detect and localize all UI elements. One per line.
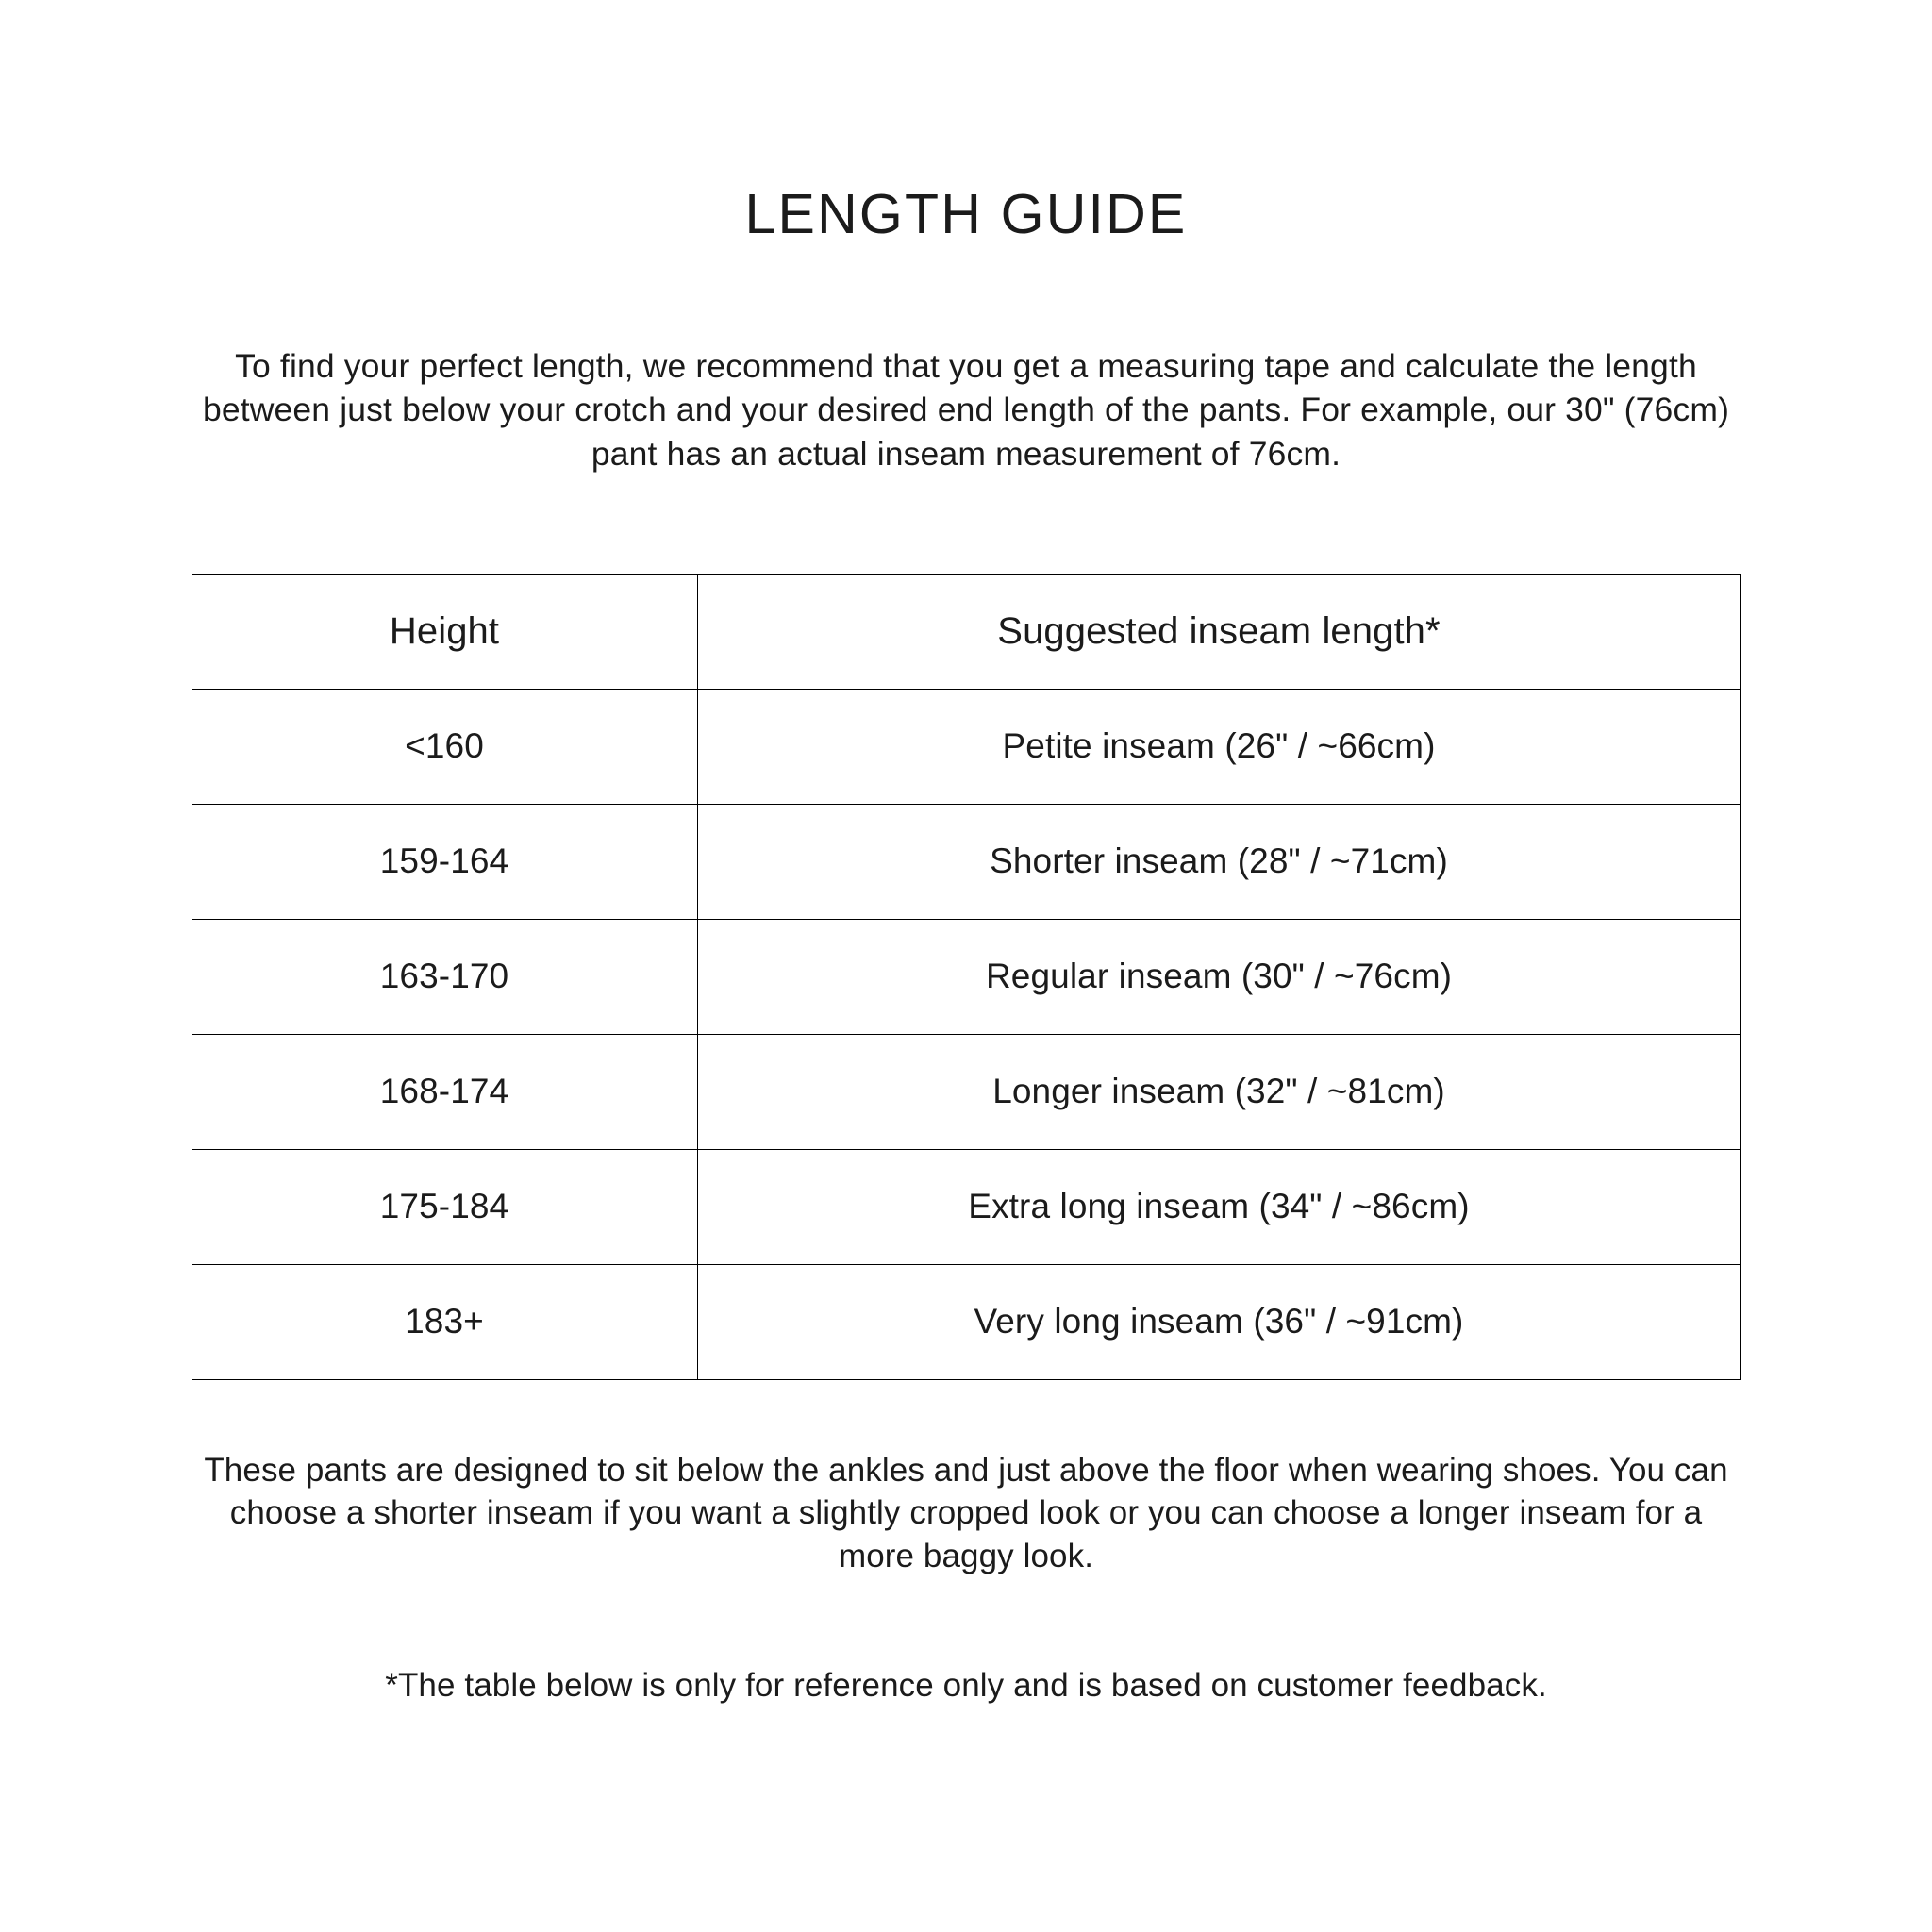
cell-height: 163-170 (191, 918, 698, 1035)
table-row: 163-170 Regular inseam (30" / ~76cm) (191, 918, 1741, 1035)
table-body: <160 Petite inseam (26" / ~66cm) 159-164… (191, 688, 1741, 1380)
table-row: 183+ Very long inseam (36" / ~91cm) (191, 1263, 1741, 1380)
table-row: <160 Petite inseam (26" / ~66cm) (191, 688, 1741, 805)
cell-height: 159-164 (191, 803, 698, 920)
cell-inseam: Regular inseam (30" / ~76cm) (696, 918, 1741, 1035)
cell-height: 168-174 (191, 1033, 698, 1150)
cell-inseam: Very long inseam (36" / ~91cm) (696, 1263, 1741, 1380)
table-row: 175-184 Extra long inseam (34" / ~86cm) (191, 1148, 1741, 1265)
cell-inseam: Shorter inseam (28" / ~71cm) (696, 803, 1741, 920)
column-header-height: Height (191, 573, 698, 690)
table-header: Height Suggested inseam length* (191, 573, 1741, 690)
column-header-inseam: Suggested inseam length* (696, 573, 1741, 690)
cell-inseam: Petite inseam (26" / ~66cm) (696, 688, 1741, 805)
table-header-row: Height Suggested inseam length* (191, 573, 1741, 690)
table-row: 168-174 Longer inseam (32" / ~81cm) (191, 1033, 1741, 1150)
cell-height: 183+ (191, 1263, 698, 1380)
cell-height: 175-184 (191, 1148, 698, 1265)
cell-inseam: Longer inseam (32" / ~81cm) (696, 1033, 1741, 1150)
intro-paragraph: To find your perfect length, we recommen… (202, 346, 1730, 473)
page-title: LENGTH GUIDE (744, 183, 1188, 245)
length-guide-table: Height Suggested inseam length* <160 Pet… (191, 573, 1741, 1380)
size-table-container: Height Suggested inseam length* <160 Pet… (191, 573, 1741, 1380)
cell-inseam: Extra long inseam (34" / ~86cm) (696, 1148, 1741, 1265)
table-footnote: *The table below is only for reference o… (385, 1667, 1547, 1705)
table-row: 159-164 Shorter inseam (28" / ~71cm) (191, 803, 1741, 920)
fit-note: These pants are designed to sit below th… (204, 1451, 1728, 1575)
cell-height: <160 (191, 688, 698, 805)
